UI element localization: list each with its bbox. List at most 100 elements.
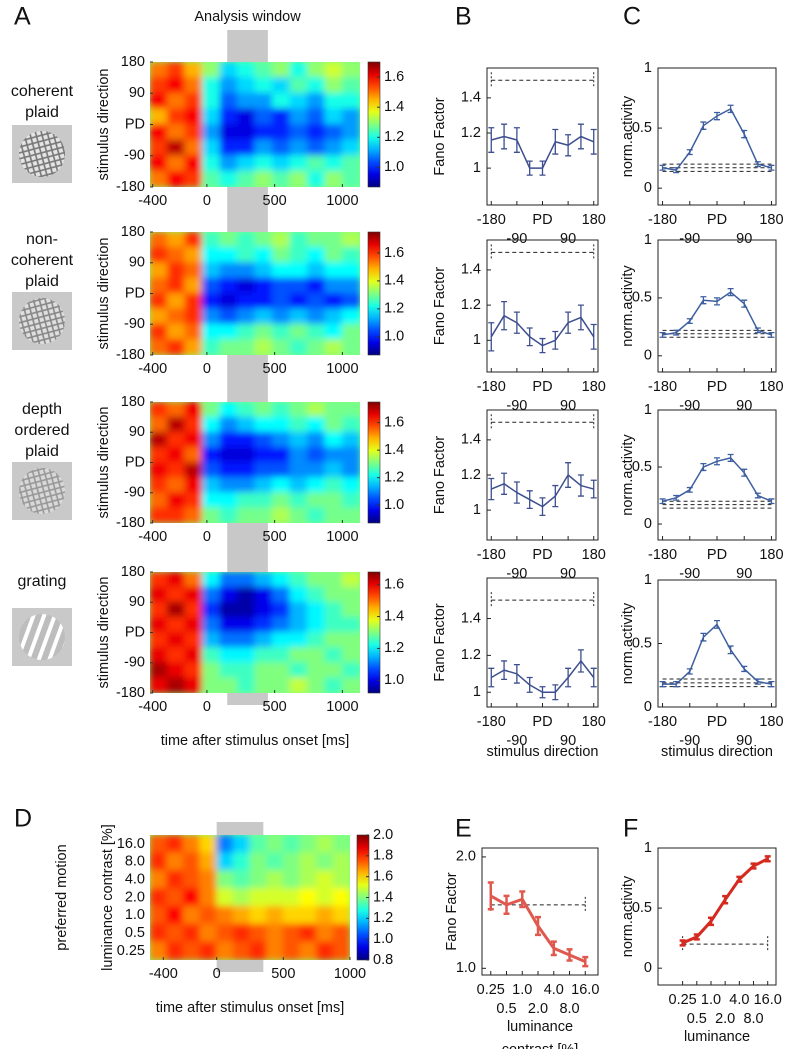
heatmap-cell (216, 923, 234, 943)
colorbar-tick-label: 1.4 (373, 889, 393, 905)
y-tick-label: 1 (644, 402, 652, 418)
heatmap-cell (272, 308, 291, 325)
y-tick-label: 0 (644, 348, 652, 364)
heatmap-cell (254, 416, 273, 433)
y-axis-label: norm.activity (620, 95, 636, 177)
heatmap-cell (342, 572, 360, 588)
heatmap-cell (289, 124, 308, 141)
heatmap-cell (219, 308, 238, 325)
heatmap-cell (254, 601, 273, 618)
colorbar-tick-label: 1.0 (373, 931, 393, 947)
heatmap-cell (342, 462, 360, 479)
colorbar-tick-label: 1.6 (373, 868, 393, 884)
heatmap-cell (307, 246, 326, 264)
heatmap-cell (167, 601, 186, 618)
error-bar (768, 680, 775, 688)
x-tick-label: 16.0 (754, 992, 782, 1008)
heatmap-cell (167, 492, 186, 509)
heatmap-cell (324, 402, 343, 418)
heatmap-cell (249, 835, 268, 854)
heatmap-cell (254, 77, 273, 94)
heatmap-cell (202, 62, 221, 79)
heatmap-cell (324, 232, 343, 248)
colorbar-tick-label: 1.0 (384, 672, 404, 688)
heatmap-cell (237, 293, 256, 310)
heatmap-cell (254, 155, 273, 172)
heatmap-cell (254, 108, 273, 125)
heatmap-cell (167, 416, 186, 433)
colorbar-tick-label: 1.0 (384, 329, 404, 345)
heatmap-cell (167, 572, 186, 588)
heatmap-cell (237, 572, 256, 588)
y-tick-label: 0 (644, 180, 652, 196)
heatmap-cell (202, 323, 221, 341)
heatmap-cell (150, 77, 168, 94)
error-bar (590, 667, 597, 688)
heatmap-cell (272, 677, 291, 693)
heatmap-cell (184, 262, 203, 279)
y-tick-label: 1.0 (456, 960, 476, 976)
x-tick-label: 1000 (326, 361, 358, 377)
x-tick-label: 8.0 (559, 1001, 579, 1017)
x-tick-label: 90 (560, 398, 576, 414)
heatmap-cell (332, 835, 350, 854)
x-tick-label: 180 (582, 714, 606, 730)
heatmap-cell (342, 108, 360, 125)
y-tick-label: PD (125, 285, 145, 301)
y-tick-label: 0 (644, 699, 652, 715)
heatmap-cell (272, 402, 291, 418)
heatmap-cell (254, 232, 273, 248)
heatmap-cell (202, 92, 221, 110)
heatmap-cell (272, 170, 291, 187)
heatmap-cell (184, 677, 203, 693)
heatmap-cell (272, 507, 291, 523)
heatmap-cell (342, 416, 360, 433)
heatmap-cell (307, 601, 326, 618)
y-tick-label: -90 (124, 148, 145, 164)
heatmap-cell (237, 277, 256, 294)
heatmap-cell (307, 139, 326, 157)
heatmap-cell (150, 246, 168, 264)
x-tick-label: PD (532, 212, 552, 228)
x-tick-label: 16.0 (571, 982, 599, 998)
heatmap-cell (232, 888, 251, 907)
heatmap-cell (219, 462, 238, 479)
x-tick-label: -90 (506, 733, 527, 749)
heatmap-cell (324, 77, 343, 94)
heatmap-cell (237, 232, 256, 248)
heatmap-cell (289, 572, 308, 588)
x-tick-label: 0 (203, 361, 211, 377)
heatmap-cell (184, 431, 203, 448)
colorbar-tick-label: 1.8 (373, 848, 393, 864)
heatmap-cell (202, 632, 221, 649)
heatmap-cell (272, 139, 291, 157)
heatmap-cell (254, 616, 273, 633)
heatmap-cell (219, 416, 238, 433)
heatmap-cell (272, 632, 291, 649)
heatmap-cell (184, 62, 203, 79)
colorbar-tick-label: 1.2 (384, 469, 404, 485)
heatmap-cell (237, 139, 256, 157)
y-axis-label: norm.activity (620, 875, 636, 957)
heatmap-cell (167, 402, 186, 418)
heatmap-cell (202, 262, 221, 279)
error-bar (659, 164, 666, 171)
heatmap-cell (332, 941, 350, 960)
x-tick-label: 90 (560, 733, 576, 749)
heatmap-cell (150, 262, 168, 279)
heatmap-cell (219, 108, 238, 125)
y-tick-label: 2.0 (456, 849, 476, 865)
heatmap-cell (307, 647, 326, 664)
heatmap-cell (342, 402, 360, 418)
y-tick-label: 1 (473, 502, 481, 518)
y-tick-label: 1 (644, 572, 652, 588)
heatmap-cell (254, 277, 273, 294)
colorbar (367, 231, 381, 356)
y-tick-label: 1 (644, 232, 652, 248)
x-tick-label: -180 (648, 379, 677, 395)
x-tick-label: -180 (648, 714, 677, 730)
heatmap (150, 62, 360, 187)
heatmap-cell (202, 677, 221, 693)
y-tick-label: -180 (116, 515, 145, 531)
heatmap-cell (272, 662, 291, 679)
